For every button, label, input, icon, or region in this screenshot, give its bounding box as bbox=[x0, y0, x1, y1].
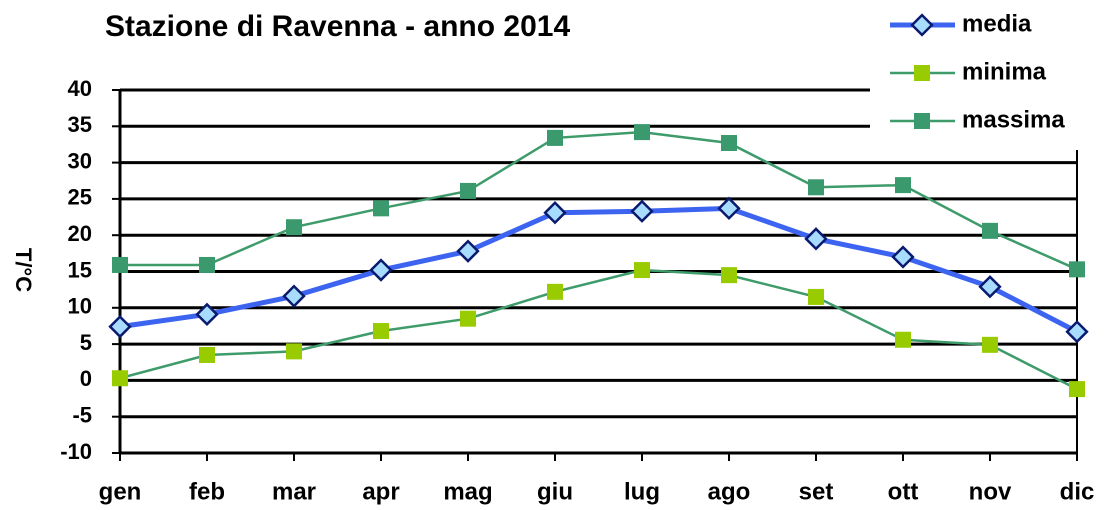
x-tick-label: apr bbox=[362, 478, 399, 505]
x-tick-label: ago bbox=[708, 478, 751, 505]
marker bbox=[634, 262, 650, 279]
marker bbox=[112, 370, 128, 387]
marker bbox=[108, 315, 132, 339]
marker bbox=[547, 129, 563, 146]
marker bbox=[721, 267, 737, 284]
y-tick-label: -10 bbox=[60, 439, 92, 464]
marker bbox=[543, 201, 567, 225]
marker bbox=[910, 13, 934, 37]
y-tick-label: 40 bbox=[68, 76, 92, 101]
marker bbox=[804, 227, 828, 251]
marker bbox=[808, 179, 824, 196]
marker bbox=[460, 310, 476, 327]
x-tick-label: ott bbox=[888, 478, 919, 505]
marker bbox=[717, 196, 741, 221]
marker bbox=[1069, 261, 1085, 278]
marker bbox=[199, 346, 215, 363]
y-tick-label: 10 bbox=[68, 294, 92, 319]
legend-label: media bbox=[962, 10, 1032, 37]
x-tick-label: feb bbox=[189, 478, 225, 505]
chart-title: Stazione di Ravenna - anno 2014 bbox=[105, 10, 570, 43]
marker bbox=[286, 343, 302, 360]
marker bbox=[721, 134, 737, 151]
y-tick-label: 35 bbox=[68, 112, 92, 137]
marker bbox=[199, 256, 215, 273]
legend-label: massima bbox=[962, 106, 1065, 133]
x-tick-label: nov bbox=[969, 478, 1012, 505]
y-tick-label: 15 bbox=[68, 257, 92, 282]
marker bbox=[460, 182, 476, 199]
y-tick-label: 20 bbox=[68, 221, 92, 246]
marker bbox=[891, 245, 915, 269]
marker bbox=[1065, 320, 1089, 344]
marker bbox=[282, 284, 306, 308]
marker bbox=[630, 199, 654, 223]
marker bbox=[895, 177, 911, 194]
marker bbox=[914, 113, 930, 129]
marker bbox=[914, 65, 930, 81]
y-tick-label: 25 bbox=[68, 185, 92, 210]
line bbox=[119, 205, 1079, 334]
y-tick-label: -5 bbox=[72, 403, 92, 428]
y-tick-label: 30 bbox=[68, 148, 92, 173]
marker bbox=[112, 256, 128, 273]
marker bbox=[982, 336, 998, 353]
marker bbox=[895, 331, 911, 348]
marker bbox=[373, 200, 389, 217]
marker bbox=[982, 222, 998, 239]
x-tick-label: lug bbox=[624, 478, 660, 505]
marker bbox=[1069, 381, 1085, 398]
marker bbox=[456, 239, 480, 263]
marker bbox=[373, 323, 389, 340]
y-axis-label: T/°C bbox=[11, 248, 36, 292]
line bbox=[119, 268, 1078, 391]
marker bbox=[195, 302, 219, 327]
line bbox=[120, 130, 1078, 271]
x-tick-label: mag bbox=[443, 478, 492, 505]
legend-label: minima bbox=[962, 58, 1047, 85]
y-tick-label: 0 bbox=[80, 366, 92, 391]
x-tick-label: gen bbox=[99, 478, 142, 505]
marker bbox=[369, 258, 393, 282]
x-tick-label: set bbox=[799, 478, 834, 505]
y-tick-label: 5 bbox=[80, 330, 92, 355]
marker bbox=[808, 288, 824, 305]
marker bbox=[634, 124, 650, 141]
marker bbox=[547, 283, 563, 300]
marker bbox=[978, 275, 1002, 299]
marker bbox=[286, 219, 302, 236]
x-tick-label: dic bbox=[1060, 478, 1095, 505]
x-tick-label: giu bbox=[537, 478, 573, 505]
x-tick-label: mar bbox=[272, 478, 316, 505]
